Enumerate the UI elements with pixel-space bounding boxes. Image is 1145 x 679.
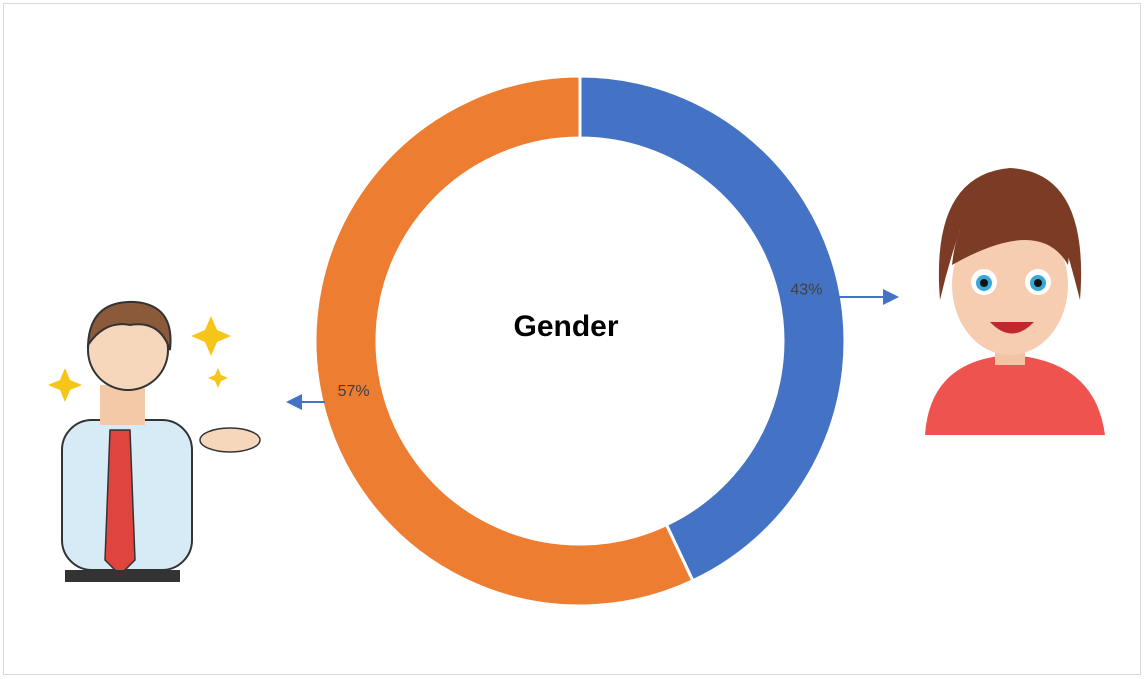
woman-illustration	[925, 168, 1105, 435]
man-illustration	[48, 300, 261, 582]
donut-slice	[578, 74, 847, 583]
donut-slice	[313, 74, 695, 608]
slices	[313, 74, 847, 608]
data-label: 43%	[790, 282, 822, 299]
chart-title: Gender	[513, 310, 618, 343]
data-label: 57%	[338, 383, 370, 400]
